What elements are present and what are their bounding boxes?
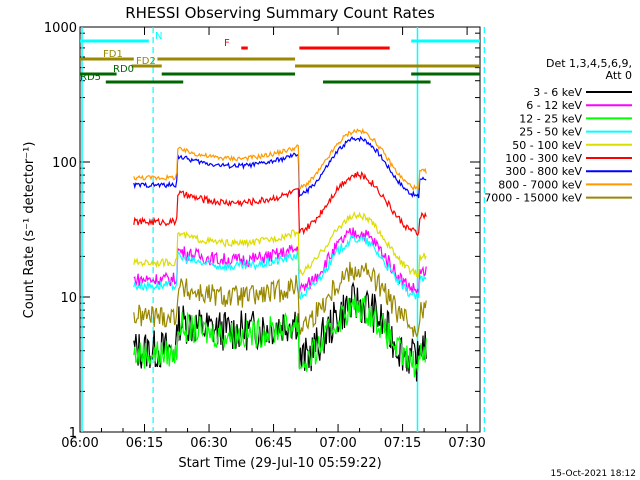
- legend-label: 300 - 800 keV: [505, 165, 582, 178]
- x-tick-label: 06:00: [61, 436, 98, 451]
- legend-label: 6 - 12 keV: [526, 99, 582, 112]
- series-line: [133, 294, 427, 378]
- x-tick-label: 07:00: [319, 436, 356, 451]
- x-tick-label: 07:30: [448, 436, 485, 451]
- x-tick-label: 06:15: [126, 436, 163, 451]
- legend-label: 50 - 100 keV: [512, 139, 582, 152]
- series-line: [133, 261, 427, 338]
- legend-label: 12 - 25 keV: [519, 112, 582, 125]
- flag-label-rd0: RD0: [113, 64, 134, 75]
- timestamp: 15-Oct-2021 18:12: [551, 469, 636, 479]
- flag-label-f: F: [224, 38, 230, 49]
- legend-label: 7000 - 15000 keV: [484, 192, 582, 205]
- series-line: [133, 127, 427, 192]
- y-axis-label: Count Rate (s⁻¹ detector⁻¹): [22, 142, 37, 319]
- legend-header-line1: Det 1,3,4,5,6,9,: [546, 57, 632, 70]
- y-tick-label: 10: [60, 291, 77, 306]
- flag-label-fd2: FD2: [136, 56, 156, 67]
- series-line: [133, 227, 427, 296]
- legend-label: 800 - 7000 keV: [498, 178, 582, 191]
- flag-label-fd1: FD1: [103, 49, 123, 60]
- y-tick-label: 1000: [44, 21, 77, 36]
- chart-title: RHESSI Observing Summary Count Rates: [125, 4, 435, 22]
- flag-label-n: N: [155, 31, 162, 42]
- plot-frame: [79, 26, 481, 433]
- legend-label: 3 - 6 keV: [533, 86, 582, 99]
- series-line: [133, 211, 427, 278]
- series-line: [133, 235, 427, 301]
- x-tick-label: 06:30: [190, 436, 227, 451]
- flag-label-rd5: RD5: [80, 72, 101, 83]
- x-tick-label: 07:15: [384, 436, 421, 451]
- y-tick-label: 100: [52, 156, 77, 171]
- x-tick-label: 06:45: [255, 436, 292, 451]
- legend-label: 25 - 50 keV: [519, 126, 582, 139]
- series-line: [133, 135, 427, 199]
- legend-label: 100 - 300 keV: [505, 152, 582, 165]
- x-axis-label: Start Time (29-Jul-10 05:59:22): [178, 456, 381, 471]
- legend-header-line2: Att 0: [606, 69, 632, 82]
- series-line: [133, 170, 427, 237]
- y-tick-label: 1: [69, 426, 77, 441]
